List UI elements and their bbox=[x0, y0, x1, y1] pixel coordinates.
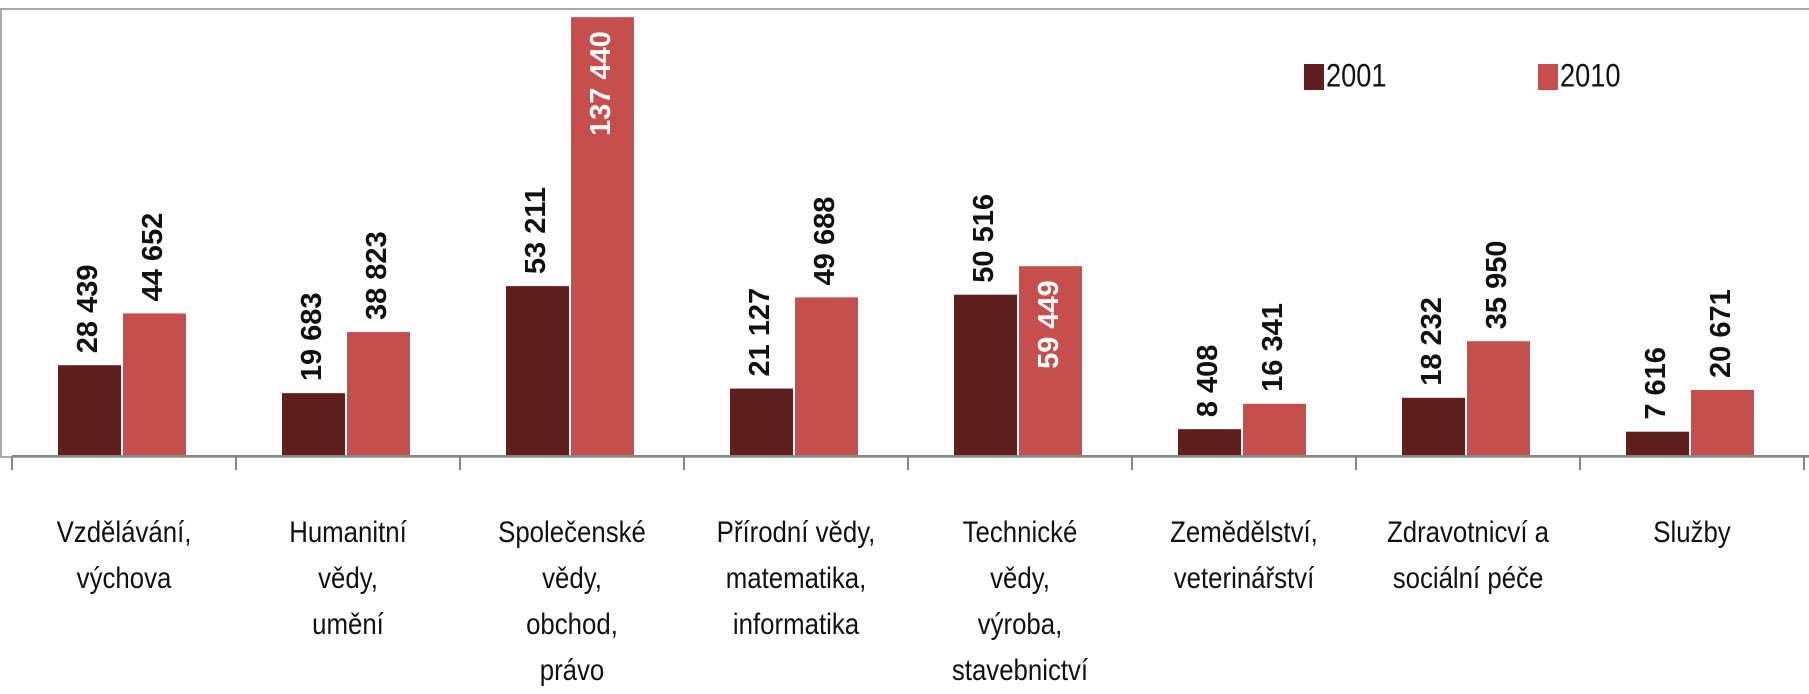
value-label: 50 516 bbox=[968, 194, 1000, 283]
value-label: 20 671 bbox=[1705, 289, 1737, 378]
bar bbox=[954, 294, 1017, 456]
bar bbox=[1019, 266, 1082, 456]
bar bbox=[1402, 397, 1465, 456]
value-label: 137 440 bbox=[585, 31, 617, 136]
x-tick-label: Společenské vědy, obchod, právo bbox=[498, 516, 646, 687]
bar bbox=[1467, 341, 1530, 456]
bar bbox=[123, 313, 186, 456]
bar bbox=[1243, 403, 1306, 456]
value-label: 44 652 bbox=[137, 213, 169, 302]
x-tick-label: Vzdělávání, výchova bbox=[56, 516, 192, 595]
plot-frame bbox=[0, 8, 1809, 458]
x-tick-label: Zdravotnicví a sociální péče bbox=[1386, 516, 1550, 595]
bar bbox=[1626, 431, 1689, 456]
bar bbox=[795, 297, 858, 456]
value-label: 35 950 bbox=[1481, 241, 1513, 330]
bar bbox=[282, 393, 345, 456]
legend-swatch bbox=[1304, 64, 1324, 90]
value-label: 18 232 bbox=[1416, 297, 1448, 386]
x-tick-label: Technické vědy, výroba, stavebnictví bbox=[951, 516, 1089, 687]
x-tick-label: Humanitní vědy, umění bbox=[289, 516, 407, 641]
value-label: 28 439 bbox=[72, 264, 104, 353]
value-label: 8 408 bbox=[1192, 345, 1224, 418]
value-label: 59 449 bbox=[1033, 280, 1065, 369]
x-tick-label: Služby bbox=[1653, 516, 1731, 549]
bar bbox=[571, 17, 634, 457]
x-tick-label: Přírodní vědy, matematika, informatika bbox=[716, 516, 876, 641]
bar bbox=[1178, 429, 1241, 456]
value-label: 19 683 bbox=[296, 292, 328, 381]
legend-label: 2010 bbox=[1560, 58, 1620, 94]
value-label: 21 127 bbox=[744, 288, 776, 377]
x-tick-label: Zemědělství, veterinářství bbox=[1170, 516, 1318, 595]
value-label: 49 688 bbox=[809, 197, 841, 286]
bar bbox=[58, 365, 121, 456]
bar bbox=[730, 388, 793, 456]
value-label: 38 823 bbox=[361, 231, 393, 320]
legend-label: 2001 bbox=[1326, 58, 1386, 94]
value-label: 53 211 bbox=[520, 187, 552, 274]
legend-swatch bbox=[1538, 64, 1558, 90]
value-label: 7 616 bbox=[1640, 347, 1672, 420]
bar bbox=[506, 286, 569, 456]
value-label: 16 341 bbox=[1257, 303, 1289, 392]
bar bbox=[1691, 390, 1754, 456]
bar bbox=[347, 332, 410, 456]
